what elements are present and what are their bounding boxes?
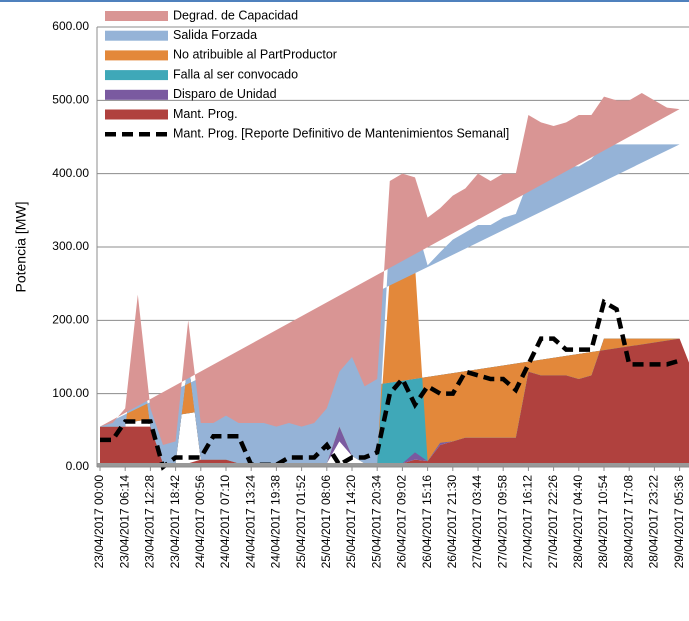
x-tick-label: 23/04/2017 18:42 bbox=[168, 475, 182, 569]
y-tick-label: 300.00 bbox=[52, 239, 89, 253]
legend-label: Degrad. de Capacidad bbox=[173, 8, 298, 22]
area bbox=[100, 338, 689, 467]
legend-label: Salida Forzada bbox=[173, 28, 257, 42]
x-tick-label: 28/04/2017 23:22 bbox=[647, 475, 661, 569]
x-tick-label: 29/04/2017 05:36 bbox=[672, 475, 686, 569]
x-tick-label: 23/04/2017 00:00 bbox=[92, 475, 106, 569]
baseline-band bbox=[97, 463, 689, 467]
area bbox=[100, 93, 680, 445]
x-tick-label: 27/04/2017 09:58 bbox=[495, 475, 509, 569]
legend-swatch bbox=[105, 30, 168, 41]
x-tick-label: 26/04/2017 09:02 bbox=[395, 475, 409, 569]
y-tick-label: 600.00 bbox=[52, 19, 89, 33]
legend: Degrad. de Capacidad Salida Forzada No atr… bbox=[105, 8, 509, 140]
x-tick-label: 24/04/2017 19:38 bbox=[269, 475, 283, 569]
legend-swatch bbox=[105, 50, 168, 61]
legend-label: Disparo de Unidad bbox=[173, 87, 277, 101]
x-tick-label: 28/04/2017 10:54 bbox=[596, 475, 610, 569]
x-tick-label: 26/04/2017 21:30 bbox=[445, 475, 459, 569]
x-tick-label: 23/04/2017 12:28 bbox=[143, 475, 157, 569]
x-tick-label: 25/04/2017 01:52 bbox=[294, 475, 308, 569]
dashed-line bbox=[100, 298, 681, 471]
x-tick-label: 27/04/2017 03:44 bbox=[470, 475, 484, 569]
y-axis-title: Potencia [MW] bbox=[13, 201, 29, 292]
x-tick-label: 24/04/2017 07:10 bbox=[218, 475, 232, 569]
x-tick-label: 28/04/2017 04:40 bbox=[571, 475, 585, 569]
x-tick-label: 25/04/2017 08:06 bbox=[319, 475, 333, 569]
y-tick-label: 0.00 bbox=[66, 459, 90, 473]
legend-swatch bbox=[105, 109, 168, 120]
x-tick-label: 28/04/2017 17:08 bbox=[621, 475, 635, 569]
x-tick-label: 24/04/2017 13:24 bbox=[243, 475, 257, 569]
y-tick-label: 500.00 bbox=[52, 93, 89, 107]
legend-label: Mant. Prog. bbox=[173, 107, 238, 121]
legend-label: Mant. Prog. [Reporte Definitivo de Mante… bbox=[173, 126, 509, 140]
x-tick-label: 25/04/2017 14:20 bbox=[344, 475, 358, 569]
top-border bbox=[0, 0, 689, 2]
legend-swatch bbox=[105, 70, 168, 81]
legend-swatch bbox=[105, 89, 168, 100]
legend-label: Falla al ser convocado bbox=[173, 67, 298, 81]
y-tick-label: 200.00 bbox=[52, 313, 89, 327]
x-tick-label: 25/04/2017 20:34 bbox=[369, 475, 383, 569]
x-tick-label: 27/04/2017 16:12 bbox=[521, 475, 535, 569]
x-tick-label: 24/04/2017 00:56 bbox=[193, 475, 207, 569]
y-tick-label: 400.00 bbox=[52, 166, 89, 180]
x-tick-label: 26/04/2017 15:16 bbox=[420, 475, 434, 569]
legend-label: No atribuible al PartProductor bbox=[173, 48, 337, 62]
x-tick-label: 23/04/2017 06:14 bbox=[117, 475, 131, 569]
legend-swatch bbox=[105, 11, 168, 21]
y-tick-label: 100.00 bbox=[52, 386, 89, 400]
x-tick-label: 27/04/2017 22:26 bbox=[546, 475, 560, 569]
